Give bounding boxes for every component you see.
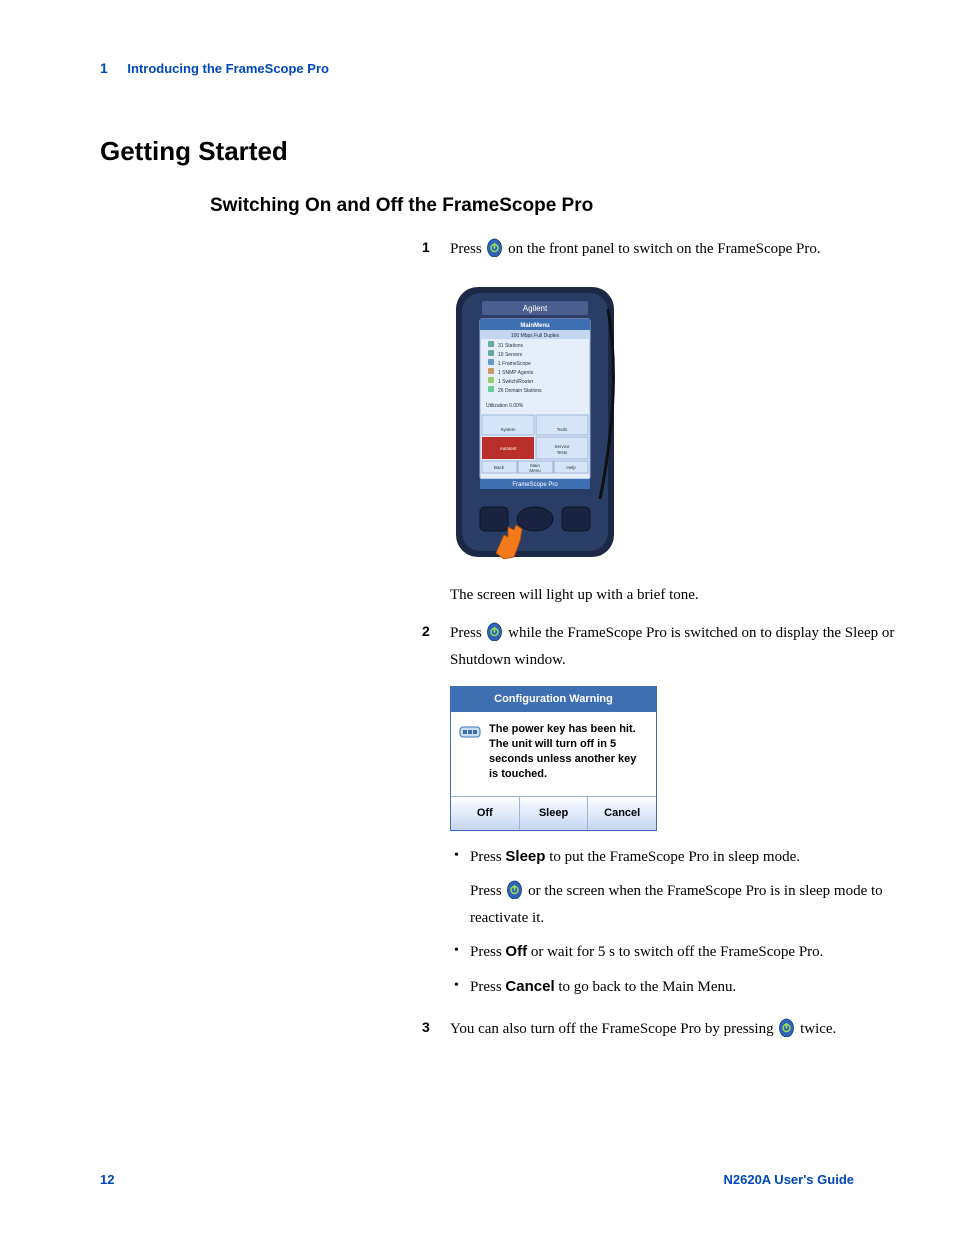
bullet-sleep: Press Sleep to put the FrameScope Pro in… (450, 845, 940, 931)
svg-text:1 SNMP Agents: 1 SNMP Agents (498, 370, 534, 376)
svg-text:31 Stations: 31 Stations (498, 343, 524, 349)
bullet-off: Press Off or wait for 5 s to switch off … (450, 940, 940, 964)
chapter-number: 1 (100, 60, 108, 76)
power-icon (487, 621, 502, 649)
step-3-text-a: You can also turn off the FrameScope Pro… (450, 1021, 774, 1037)
svg-text:1 FrameScope: 1 FrameScope (498, 361, 531, 367)
svg-text:26 Domain Stations: 26 Domain Stations (498, 388, 542, 394)
step-1-number: 1 (422, 237, 430, 259)
dialog-header: Configuration Warning (451, 687, 656, 712)
step-2-number: 2 (422, 621, 430, 643)
step-3-text-b: twice. (800, 1021, 836, 1037)
page-number: 12 (100, 1172, 114, 1187)
power-icon (507, 879, 522, 907)
config-warning-dialog: Configuration Warning The power key has … (450, 686, 940, 830)
chapter-header: 1 Introducing the FrameScope Pro (100, 60, 854, 76)
svg-text:Back: Back (494, 465, 505, 470)
step-2: 2 Press while the FrameScope Pro is swit… (450, 621, 940, 673)
device-photo: Agilent MainMenu 100 Mbps Full Duplex 31… (450, 283, 940, 571)
svg-text:Help: Help (566, 465, 576, 470)
dialog-button-row: Off Sleep Cancel (451, 796, 656, 830)
svg-text:10 Servers: 10 Servers (498, 352, 523, 358)
step-1-caption: The screen will light up with a brief to… (450, 584, 940, 607)
svg-text:Autotest: Autotest (500, 446, 517, 451)
step-2-text-a: Press (450, 625, 482, 641)
step-3: 3 You can also turn off the FrameScope P… (450, 1017, 940, 1045)
section-title: Getting Started (100, 136, 854, 167)
device-brand: Agilent (523, 304, 548, 313)
svg-text:MainMenu: MainMenu (520, 323, 550, 329)
power-icon (487, 237, 502, 265)
svg-text:System: System (500, 427, 515, 432)
step-1-text-a: Press (450, 241, 482, 257)
svg-text:1 Switch/Router: 1 Switch/Router (498, 379, 534, 385)
subsection-title: Switching On and Off the FrameScope Pro (210, 195, 854, 217)
svg-text:Tools: Tools (557, 427, 568, 432)
step-1: 1 Press on the front panel to switch on … (450, 237, 940, 265)
dialog-sleep-button[interactable]: Sleep (520, 797, 589, 830)
step-3-number: 3 (422, 1017, 430, 1039)
chapter-title: Introducing the FrameScope Pro (127, 61, 329, 76)
dialog-off-button[interactable]: Off (451, 797, 520, 830)
page-footer: 12 N2620A User's Guide (100, 1172, 854, 1187)
svg-text:Menu: Menu (529, 468, 541, 473)
power-icon (779, 1017, 794, 1045)
bullet-list: Press Sleep to put the FrameScope Pro in… (450, 845, 940, 999)
svg-text:100 Mbps Full Duplex: 100 Mbps Full Duplex (511, 333, 560, 339)
bullet-cancel: Press Cancel to go back to the Main Menu… (450, 975, 940, 999)
svg-text:Service: Service (554, 444, 570, 449)
guide-title: N2620A User's Guide (723, 1172, 854, 1187)
content-column: 1 Press on the front panel to switch on … (450, 237, 940, 1045)
warning-key-icon (459, 722, 481, 740)
svg-text:Utilization 0.00%: Utilization 0.00% (486, 403, 524, 409)
dialog-cancel-button[interactable]: Cancel (588, 797, 656, 830)
svg-text:Tests: Tests (557, 450, 568, 455)
svg-text:FrameScope Pro: FrameScope Pro (512, 482, 558, 488)
dialog-body-text: The power key has been hit. The unit wil… (489, 722, 648, 781)
step-2-text-b: while the FrameScope Pro is switched on … (450, 625, 894, 668)
step-1-text-b: on the front panel to switch on the Fram… (508, 241, 820, 257)
